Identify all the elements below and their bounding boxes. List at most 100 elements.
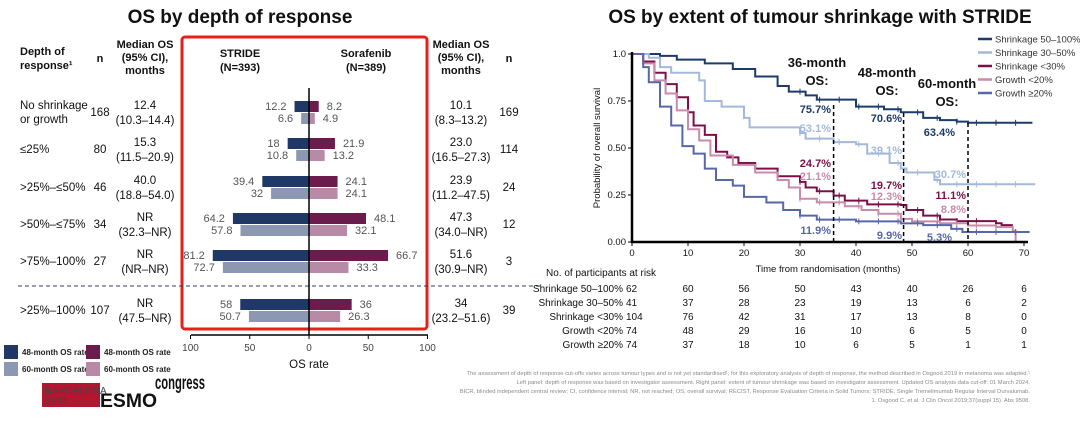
n-sorafenib: 24 — [503, 182, 516, 194]
legend-swatch — [86, 345, 100, 359]
header-sorafenib: (N=389) — [346, 62, 386, 74]
at-risk-value: 16 — [794, 326, 806, 337]
at-risk-label: Growth ≥20% — [562, 340, 623, 351]
value-label-stride-48: 39.4 — [233, 176, 254, 188]
os-rate-label: 12.3% — [871, 191, 902, 203]
median-os-stride: 15.3 — [134, 137, 156, 149]
ci-stride: (18.8–54.0) — [116, 190, 175, 202]
at-risk-row: Shrinkage <30% 104 76 42 31 17 13 8 0 — [549, 312, 1027, 323]
km-curve-4 — [632, 53, 1030, 234]
value-label-sor-48: 21.9 — [343, 138, 364, 150]
os-rate-label: 5.3% — [927, 232, 952, 244]
value-label-stride-60: 72.7 — [193, 262, 214, 274]
at-risk-value: 37 — [682, 340, 694, 351]
bar-sor-48 — [309, 138, 335, 149]
at-risk-value: 29 — [738, 326, 750, 337]
at-risk-value: 0 — [1021, 312, 1027, 323]
bar-stride-60 — [248, 311, 309, 322]
x-tick-label: 10 — [683, 248, 694, 259]
header-n-sorafenib: n — [506, 53, 513, 65]
legend-item: Shrinkage 30–50% — [978, 48, 1076, 59]
legend-label: 60-month OS rate — [104, 365, 171, 374]
row-label: >50%–≤75% — [20, 219, 85, 231]
ci-stride: (11.5–20.9) — [116, 152, 174, 164]
annotation-2: OS: — [875, 83, 898, 98]
logo-suffix: congress — [155, 373, 205, 394]
value-label-stride-48: 18 — [267, 138, 279, 150]
os-rate-label: 63.4% — [924, 127, 955, 139]
value-label-stride-48: 81.2 — [183, 250, 204, 262]
at-risk-label: Shrinkage 30–50% — [538, 298, 623, 309]
header-median-os-stride: months — [125, 65, 165, 77]
at-risk-value: 23 — [794, 298, 806, 309]
value-label-sor-48: 48.1 — [374, 213, 395, 225]
value-label-sor-48: 66.7 — [396, 250, 417, 262]
at-risk-row: Shrinkage 50–100% 62 60 56 50 43 40 26 6 — [533, 284, 1027, 295]
at-risk-value: 31 — [794, 312, 806, 323]
value-label-stride-60: 10.8 — [267, 150, 288, 162]
at-risk-value: 8 — [965, 312, 971, 323]
n-stride: 27 — [94, 256, 107, 268]
os-rate-label: 24.7% — [800, 158, 831, 170]
annotation-2: 48-month — [858, 65, 917, 80]
n-sorafenib: 39 — [503, 305, 516, 317]
value-label-sor-48: 36 — [360, 299, 372, 311]
at-risk-value: 43 — [850, 284, 862, 295]
left-chart-title: OS by depth of response — [128, 7, 353, 28]
at-risk-value: 40 — [906, 284, 918, 295]
at-risk-value: 104 — [626, 312, 643, 323]
legend-swatch — [4, 345, 18, 359]
value-label-stride-48: 64.2 — [204, 213, 225, 225]
footnote: Left panel: depth of response was based … — [516, 380, 1030, 386]
header-depth: Depth of — [20, 46, 65, 58]
n-stride: 168 — [90, 107, 109, 119]
highlight-box — [180, 35, 429, 331]
table-row: >25%–100% 107 NR (47.5–NR) 34 (23.2–51.6) 39 58… — [20, 298, 515, 325]
at-risk-value: 5 — [909, 340, 915, 351]
x-tick-label: 50 — [363, 343, 375, 354]
annotation-1: 36-month — [788, 55, 847, 70]
value-label-sor-60: 33.3 — [356, 262, 377, 274]
median-os-stride: 12.4 — [134, 100, 157, 112]
at-risk-value: 10 — [794, 340, 806, 351]
row-label: >25%–≤50% — [20, 182, 85, 194]
n-stride: 107 — [90, 305, 109, 317]
bar-stride-48 — [262, 176, 309, 187]
at-risk-value: 76 — [682, 312, 694, 323]
bar-stride-60 — [296, 150, 309, 161]
bar-stride-60 — [271, 188, 309, 199]
annotation-3: 60-month — [918, 76, 977, 91]
n-sorafenib: 169 — [499, 107, 518, 119]
header-stride: STRIDE — [220, 48, 260, 60]
os-rate-label: 9.9% — [877, 230, 902, 242]
at-risk-header: No. of participants at risk — [546, 268, 657, 279]
table-row: >25%–≤50% 46 40.0 (18.8–54.0) 23.9 (11.2–47.5… — [20, 175, 516, 202]
at-risk-value: 74 — [626, 326, 638, 337]
x-axis-label: Time from randomisation (months) — [756, 264, 901, 275]
median-os-sorafenib: 47.3 — [450, 212, 472, 224]
at-risk-value: 19 — [850, 298, 862, 309]
header-stride: (N=393) — [220, 62, 260, 74]
at-risk-value: 42 — [738, 312, 750, 323]
bar-sor-60 — [309, 113, 315, 124]
median-os-stride: NR — [137, 249, 154, 261]
value-label-stride-48: 12.2 — [265, 101, 286, 113]
at-risk-value: 48 — [682, 326, 694, 337]
bar-stride-48 — [294, 101, 309, 112]
n-sorafenib: 114 — [500, 144, 519, 156]
x-tick-label: 40 — [851, 248, 862, 259]
at-risk-value: 26 — [962, 284, 974, 295]
at-risk-value: 13 — [906, 312, 918, 323]
header-sorafenib: Sorafenib — [341, 48, 392, 60]
n-stride: 46 — [94, 182, 107, 194]
x-tick-label: 100 — [182, 343, 199, 354]
x-tick-label: 50 — [907, 248, 918, 259]
header-median-os-sorafenib: (95% CI), — [438, 52, 484, 64]
median-os-stride: NR — [137, 298, 154, 310]
os-rate-label: 21.1% — [800, 171, 831, 183]
legend-item-sor-60: 60-month OS rate — [86, 362, 171, 376]
legend-item: Shrinkage 50–100% — [978, 35, 1080, 46]
bar-sor-60 — [309, 311, 341, 322]
legend-item: Growth <20% — [978, 75, 1053, 86]
value-label-sor-60: 26.3 — [348, 311, 369, 323]
